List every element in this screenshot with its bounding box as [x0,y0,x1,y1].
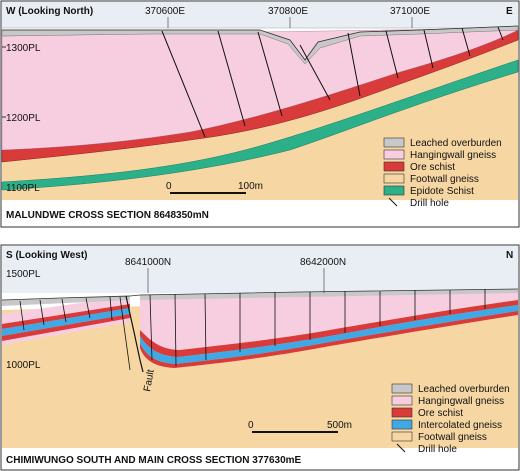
bottom-panel: Fault S (Looking West) N 8641000N 864200… [0,244,520,471]
top-direction-right: E [506,6,513,17]
fault-line [125,295,144,373]
top-scale-end: 100m [238,181,263,192]
bottom-legend-swatch [391,407,413,418]
top-panel: W (Looking North) E 370600E 370800E 3710… [0,0,520,228]
bottom-drill-hole [85,297,91,319]
bottom-ore-south-1 [2,304,130,329]
bottom-overburden-south [2,296,130,306]
bottom-ore-south-2 [2,314,130,341]
top-elevation-label: 1300PL [6,43,41,54]
bottom-scale-start: 0 [248,420,254,431]
bottom-drill-hole [174,293,177,367]
bottom-legend-swatch [391,419,413,430]
bottom-legend-label: Hangingwall gneiss [418,396,504,407]
bottom-northing-tick: 8641000N [125,257,171,268]
bottom-direction-right: N [506,250,513,261]
bottom-elevation-label: 1500PL [6,269,41,280]
top-direction-left: W (Looking North) [6,6,93,17]
bottom-drill-hole [119,296,131,371]
bottom-legend-label: Leached overburden [418,384,510,395]
top-scale-bar: 0 100m [166,181,263,194]
bottom-northing-tick: 8642000N [300,257,346,268]
top-easting-tick: 370600E [145,6,185,17]
bottom-drill-hole [61,298,67,323]
top-drill-hole [257,31,283,117]
top-easting-tick: 370800E [268,6,308,17]
top-legend-swatch [383,185,405,196]
bottom-legend-swatch [391,395,413,406]
top-drill-hole [217,30,246,127]
bottom-legend-swatch [391,431,413,442]
bottom-drill-hole [149,294,153,361]
top-legend: Leached overburden Hangingwall gneiss Or… [383,137,502,209]
bottom-sky-band [2,246,518,293]
bottom-drill-hole [109,296,113,321]
top-legend-label: Ore schist [410,162,455,173]
top-drill-hole [347,32,361,97]
top-legend-label: Leached overburden [410,138,502,149]
top-legend-swatch [383,173,405,184]
fault-label: Fault [142,368,157,392]
bottom-legend-label: Drill hole [418,444,457,455]
top-legend-swatch [383,149,405,160]
bottom-legend-label: Intercolated gneiss [418,420,502,431]
bottom-legend: Leached overburden Hangingwall gneiss Or… [391,383,510,455]
top-legend-label: Drill hole [410,198,449,209]
top-elevation-label: 1100PL [6,183,40,194]
top-drill-hole [385,30,399,79]
top-scale-start: 0 [166,181,172,192]
bottom-hangingwall-main [140,292,518,350]
bottom-legend-label: Ore schist [418,408,463,419]
bottom-drill-hole [204,293,207,361]
top-epidote-schist [1,59,519,191]
top-drill-holes [161,26,504,138]
bottom-section-title: CHIMIWUNGO SOUTH AND MAIN CROSS SECTION … [6,455,302,466]
bottom-legend-label: Footwall gneiss [418,432,487,443]
bottom-direction-left: S (Looking West) [6,250,87,261]
bottom-overburden-main [140,289,518,300]
top-elevation-label: 1200PL [6,113,41,124]
bottom-scale-bar: 0 500m [248,420,352,433]
top-drill-hole [461,27,471,57]
drill-hole-symbol [388,197,398,207]
top-hangingwall-gneiss [1,27,519,151]
bottom-scale-end: 500m [327,420,352,431]
bottom-elevation-label: 1000PL [6,360,41,371]
top-section-title: MALUNDWE CROSS SECTION 8648350mN [6,210,209,221]
top-legend-label: Hangingwall gneiss [410,150,496,161]
bottom-legend-swatch [391,383,413,394]
top-drill-hole [423,29,434,69]
bottom-intercolated-main [140,305,518,364]
top-easting-tick: 371000E [390,6,430,17]
top-drill-hole [161,30,206,138]
top-sky-band [2,2,518,28]
top-legend-label: Footwall gneiss [410,174,479,185]
top-drill-hole [497,26,504,41]
bottom-drill-hole [39,299,45,326]
bottom-ore-main-1 [140,300,518,357]
top-legend-swatch [383,137,405,148]
bottom-drill-hole [19,300,25,331]
top-drill-hole [299,44,331,101]
bottom-drill-holes [19,289,486,371]
drill-hole-symbol [396,443,406,453]
top-legend-label: Epidote Schist [410,186,474,197]
top-legend-swatch [383,161,405,172]
